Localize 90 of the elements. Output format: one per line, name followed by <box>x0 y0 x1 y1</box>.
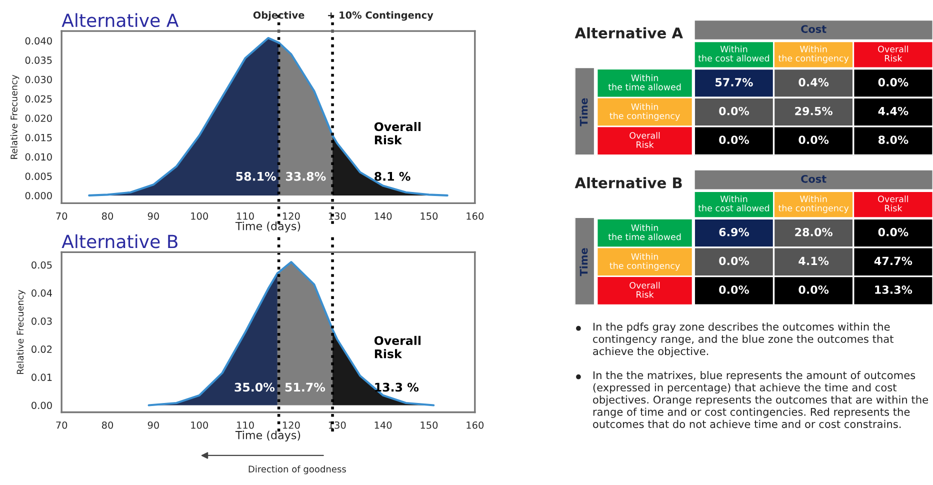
y-tick-label: 0.005 <box>25 172 52 180</box>
ref-line-label: Objective <box>253 11 304 21</box>
x-tick-label: 70 <box>56 421 68 429</box>
chart-title: Alternative B <box>62 234 178 248</box>
x-tick-label: 90 <box>148 421 159 429</box>
x-tick-label: Overall Risk <box>878 195 908 212</box>
chart-title: Alternative A <box>574 27 683 38</box>
data-label: 0.0% <box>798 136 829 144</box>
chart-title: Alternative A <box>62 13 179 28</box>
data-label: 0.0% <box>878 78 908 86</box>
y-axis-title: Relative Frecuency <box>16 290 26 374</box>
x-tick-label: 160 <box>466 212 484 220</box>
y-axis-title: Relative Frecuency <box>10 74 20 159</box>
data-label: 4.1% <box>798 256 829 266</box>
text: Direction of goodness <box>248 466 346 474</box>
text: In the pdfs gray zone describes the outcomes within the contingency range, and the blue zone the outcomes that achieve the objective. <box>593 322 894 358</box>
x-tick-label: Within the cost allowed <box>698 195 770 212</box>
y-tick-label: 0.03 <box>32 317 52 325</box>
data-label: 0.0% <box>719 256 750 266</box>
y-tick-label: 0.00 <box>32 402 52 410</box>
data-label: 0.4% <box>798 78 829 86</box>
annotation: 35.0% <box>234 382 275 392</box>
annotation: Overall Risk <box>374 122 420 144</box>
y-tick-label: Within the contingency <box>610 253 680 271</box>
y-axis-title: Time <box>580 98 588 126</box>
x-axis-title: Time (days) <box>235 222 300 232</box>
chart-title: Alternative B <box>574 177 682 188</box>
y-tick-label: 0.05 <box>32 261 52 269</box>
x-tick-label: 110 <box>237 212 254 220</box>
y-tick-label: 0.01 <box>32 374 52 381</box>
y-tick-label: 0.015 <box>25 134 52 142</box>
y-tick-label: 0.02 <box>32 346 52 353</box>
x-tick-label: 150 <box>420 212 438 220</box>
x-tick-label: 100 <box>191 212 208 220</box>
x-tick-label: 140 <box>374 421 392 429</box>
data-label: 0.0% <box>719 106 750 116</box>
data-label: 0.0% <box>719 136 750 144</box>
data-label: 0.0% <box>798 285 829 294</box>
data-label: 0.0% <box>719 285 750 294</box>
x-tick-label: Overall Risk <box>878 46 908 62</box>
x-axis-title: Time (days) <box>235 430 300 442</box>
annotation: 13.3 % <box>375 382 419 392</box>
x-tick-label: 160 <box>466 421 484 429</box>
x-tick-label: 100 <box>191 421 208 429</box>
x-tick-label: 120 <box>282 212 300 220</box>
x-tick-label: 110 <box>237 421 254 429</box>
annotation: 8.1 % <box>374 172 410 181</box>
x-tick-label: 80 <box>102 421 114 429</box>
x-tick-label: 130 <box>328 212 346 220</box>
x-tick-label: 140 <box>374 212 392 220</box>
text: In the the matrixes, blue represents the amount of outcomes (expressed in percentage) that achieve the time and cost objectives. Orange represents the outcomes that are within the range of time and or cost contingencies. Red represents the outcomes that do not achieve time and or cost constrains. <box>593 371 928 428</box>
y-tick-label: Within the contingency <box>610 103 680 121</box>
ref-line-label: + 10% Contingency <box>328 11 434 21</box>
x-tick-label: 80 <box>102 212 114 220</box>
y-tick-label: Within the time allowed <box>608 74 681 90</box>
y-tick-label: 0.030 <box>25 76 52 84</box>
data-label: 57.7% <box>716 78 753 86</box>
y-tick-label: Overall Risk <box>630 132 660 148</box>
y-tick-label: Within the time allowed <box>608 224 681 240</box>
data-label: 29.5% <box>795 106 832 116</box>
x-tick-label: Within the contingency <box>778 46 849 64</box>
y-tick-label: 0.020 <box>25 114 52 122</box>
x-axis-title: Cost <box>801 174 826 183</box>
x-tick-label: 150 <box>420 421 438 429</box>
y-tick-label: 0.010 <box>25 153 52 161</box>
y-tick-label: 0.04 <box>32 289 52 297</box>
y-axis-title: Time <box>580 248 588 276</box>
y-tick-label: Overall Risk <box>630 282 660 298</box>
x-axis-title: Cost <box>801 25 826 33</box>
data-label: 0.0% <box>878 228 908 236</box>
data-label: 47.7% <box>874 256 912 266</box>
x-tick-label: Within the cost allowed <box>698 46 770 62</box>
data-label: 13.3% <box>875 285 912 294</box>
x-tick-label: Within the contingency <box>778 195 849 214</box>
y-tick-label: 0.000 <box>25 192 52 200</box>
annotation: 33.8% <box>286 172 326 181</box>
data-label: 28.0% <box>795 228 832 236</box>
annotation: 51.7% <box>285 382 326 392</box>
x-tick-label: 130 <box>328 421 346 429</box>
data-label: 8.0% <box>878 136 908 144</box>
y-tick-label: 0.040 <box>25 37 52 45</box>
x-tick-label: 120 <box>282 421 300 429</box>
data-label: 6.9% <box>719 228 750 236</box>
x-tick-label: 70 <box>56 212 68 220</box>
x-tick-label: 90 <box>148 212 159 220</box>
y-tick-label: 0.035 <box>25 56 52 64</box>
annotation: Overall Risk <box>374 336 420 358</box>
data-label: 4.4% <box>878 106 908 116</box>
y-tick-label: 0.025 <box>25 95 52 103</box>
annotation: 58.1% <box>236 172 276 181</box>
